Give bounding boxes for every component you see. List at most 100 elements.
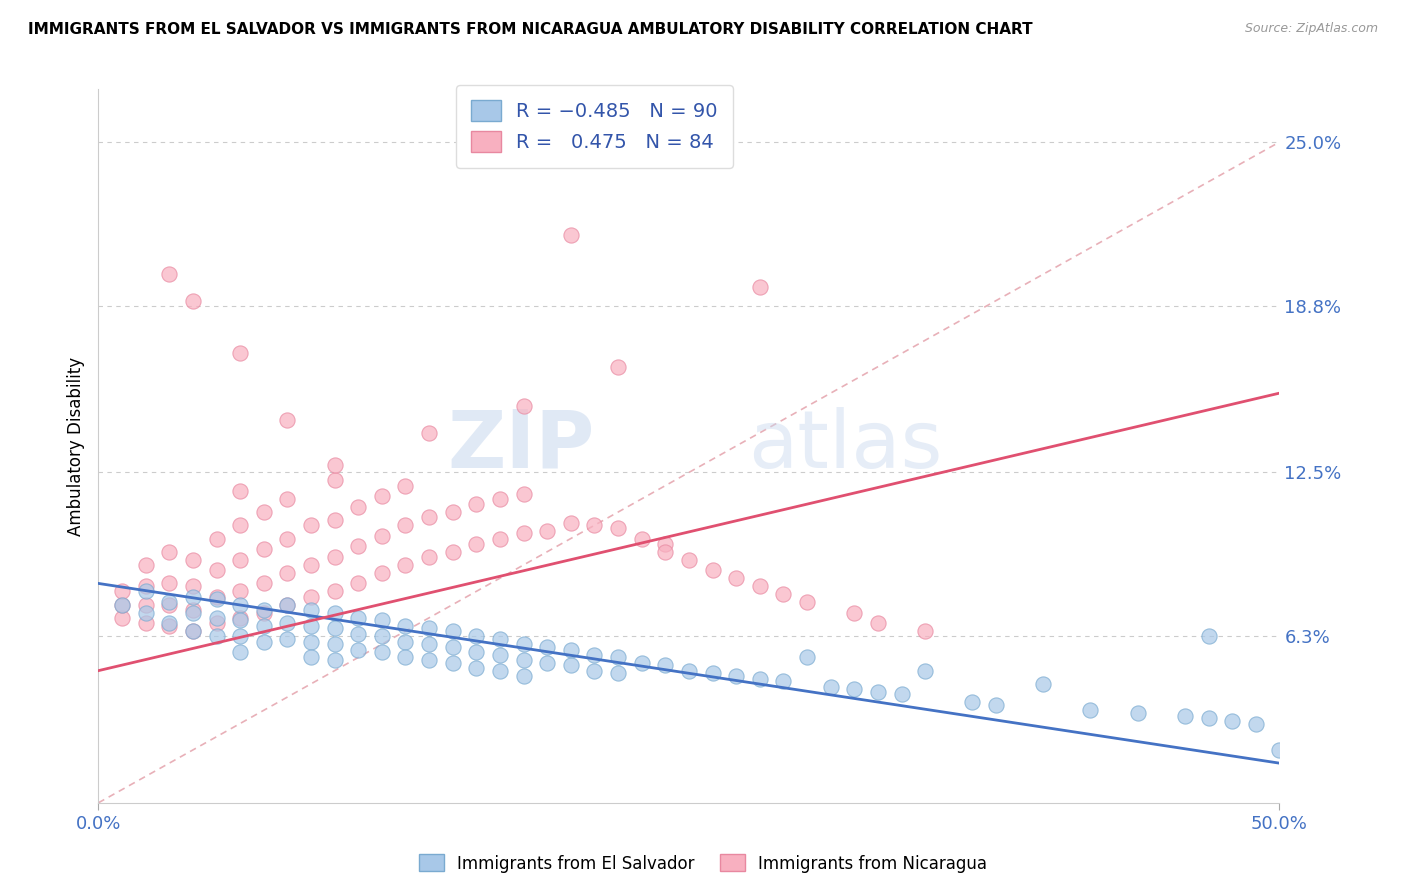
Point <box>253 505 276 519</box>
Point <box>371 629 394 643</box>
Point <box>465 645 488 659</box>
Point <box>394 518 416 533</box>
Point <box>323 549 346 564</box>
Point <box>276 412 298 426</box>
Point <box>229 552 252 566</box>
Point <box>205 590 228 604</box>
Point <box>394 618 416 632</box>
Point <box>820 680 842 694</box>
Point <box>276 532 298 546</box>
Point <box>748 579 770 593</box>
Point <box>111 584 134 599</box>
Point <box>299 634 322 648</box>
Point <box>489 532 512 546</box>
Point <box>630 532 652 546</box>
Point <box>962 695 984 709</box>
Point <box>465 537 488 551</box>
Point <box>323 458 346 472</box>
Point <box>418 637 440 651</box>
Point <box>394 558 416 572</box>
Point <box>323 637 346 651</box>
Point <box>181 624 204 638</box>
Point <box>323 606 346 620</box>
Point <box>299 603 322 617</box>
Point <box>229 645 252 659</box>
Point <box>536 640 558 654</box>
Point <box>323 621 346 635</box>
Text: atlas: atlas <box>748 407 942 485</box>
Point <box>560 642 582 657</box>
Point <box>347 642 370 657</box>
Point <box>630 656 652 670</box>
Point <box>1174 708 1197 723</box>
Point <box>253 634 276 648</box>
Point <box>229 518 252 533</box>
Point <box>299 518 322 533</box>
Point <box>772 674 794 689</box>
Point <box>441 640 464 654</box>
Point <box>181 293 204 308</box>
Point <box>135 579 157 593</box>
Point <box>441 624 464 638</box>
Point <box>844 682 866 697</box>
Point <box>1080 703 1102 717</box>
Point <box>157 576 180 591</box>
Point <box>111 598 134 612</box>
Point <box>583 664 606 678</box>
Point <box>253 542 276 557</box>
Point <box>914 624 936 638</box>
Point <box>536 656 558 670</box>
Point <box>205 616 228 631</box>
Point <box>844 606 866 620</box>
Point <box>702 666 724 681</box>
Point <box>866 616 889 631</box>
Point <box>276 632 298 646</box>
Point <box>725 669 748 683</box>
Point <box>323 584 346 599</box>
Point <box>157 598 180 612</box>
Point <box>607 521 630 535</box>
Point <box>347 626 370 640</box>
Point <box>181 624 204 638</box>
Point <box>323 474 346 488</box>
Point <box>702 563 724 577</box>
Legend: R = −0.485   N = 90, R =   0.475   N = 84: R = −0.485 N = 90, R = 0.475 N = 84 <box>456 85 733 168</box>
Point <box>512 653 534 667</box>
Point <box>347 500 370 514</box>
Point <box>654 545 676 559</box>
Point <box>418 621 440 635</box>
Point <box>371 489 394 503</box>
Point <box>418 510 440 524</box>
Point <box>489 491 512 506</box>
Point <box>253 618 276 632</box>
Point <box>157 267 180 281</box>
Point <box>323 513 346 527</box>
Point <box>135 606 157 620</box>
Point <box>299 650 322 665</box>
Point <box>607 666 630 681</box>
Point <box>205 629 228 643</box>
Point <box>465 629 488 643</box>
Point <box>441 505 464 519</box>
Point <box>418 425 440 440</box>
Point <box>135 616 157 631</box>
Point <box>560 658 582 673</box>
Point <box>796 650 818 665</box>
Point <box>890 688 912 702</box>
Point <box>560 227 582 242</box>
Point <box>276 616 298 631</box>
Point <box>276 598 298 612</box>
Point <box>607 650 630 665</box>
Point <box>1244 716 1267 731</box>
Text: ZIP: ZIP <box>447 407 595 485</box>
Point <box>489 664 512 678</box>
Point <box>181 590 204 604</box>
Point <box>678 552 700 566</box>
Point <box>394 634 416 648</box>
Point <box>725 571 748 585</box>
Point <box>229 614 252 628</box>
Point <box>560 516 582 530</box>
Point <box>135 558 157 572</box>
Point <box>181 552 204 566</box>
Point <box>489 648 512 662</box>
